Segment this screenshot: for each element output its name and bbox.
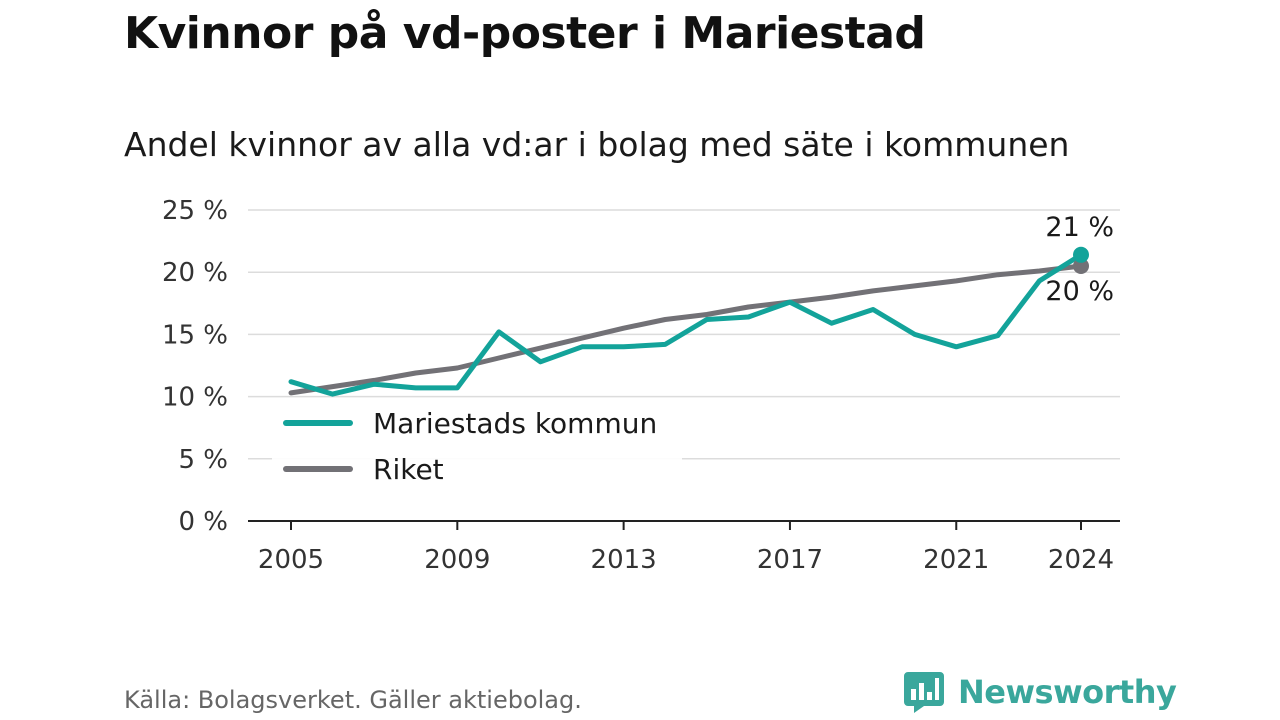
series-end-point: [1073, 246, 1089, 263]
x-tick-label: 2009: [424, 545, 490, 575]
y-axis-ticks: 0 % 5 % 10 % 15 % 20 % 25 %: [162, 196, 228, 537]
chart-title: Kvinnor på vd-poster i Mariestad: [124, 8, 926, 59]
end-label: 20 %: [1045, 276, 1114, 307]
x-tick-label: 2021: [923, 545, 989, 575]
y-tick-label: 10 %: [162, 383, 228, 413]
legend-box: [272, 398, 682, 494]
x-axis: 2005 2009 2013 2017 2021 2024: [248, 520, 1120, 575]
x-tick-label: 2017: [757, 545, 823, 575]
brand-name: Newsworthy: [958, 673, 1177, 711]
legend: Mariestads kommun Riket: [272, 398, 682, 494]
x-tick-label: 2013: [591, 545, 657, 575]
x-tick-label: 2005: [258, 545, 324, 575]
end-labels: 21 % 20 %: [1045, 212, 1114, 307]
source-note: Källa: Bolagsverket. Gäller aktiebolag.: [124, 686, 582, 714]
y-tick-label: 25 %: [162, 196, 228, 226]
newsworthy-logo-icon: [904, 672, 944, 713]
y-tick-label: 20 %: [162, 258, 228, 288]
legend-label: Mariestads kommun: [373, 407, 657, 440]
x-tick-label: 2024: [1048, 545, 1114, 575]
y-tick-label: 5 %: [178, 445, 228, 475]
series-line: [288, 252, 1084, 397]
y-tick-label: 15 %: [162, 320, 228, 350]
y-tick-label: 0 %: [178, 507, 228, 537]
legend-label: Riket: [373, 453, 444, 486]
series-end-point: [1073, 257, 1089, 274]
series-line: [288, 263, 1084, 396]
series-lines: [288, 246, 1089, 397]
end-label: 21 %: [1045, 212, 1114, 243]
brand-logo: Newsworthy: [902, 670, 1177, 714]
chart-subtitle: Andel kvinnor av alla vd:ar i bolag med …: [124, 125, 1070, 164]
